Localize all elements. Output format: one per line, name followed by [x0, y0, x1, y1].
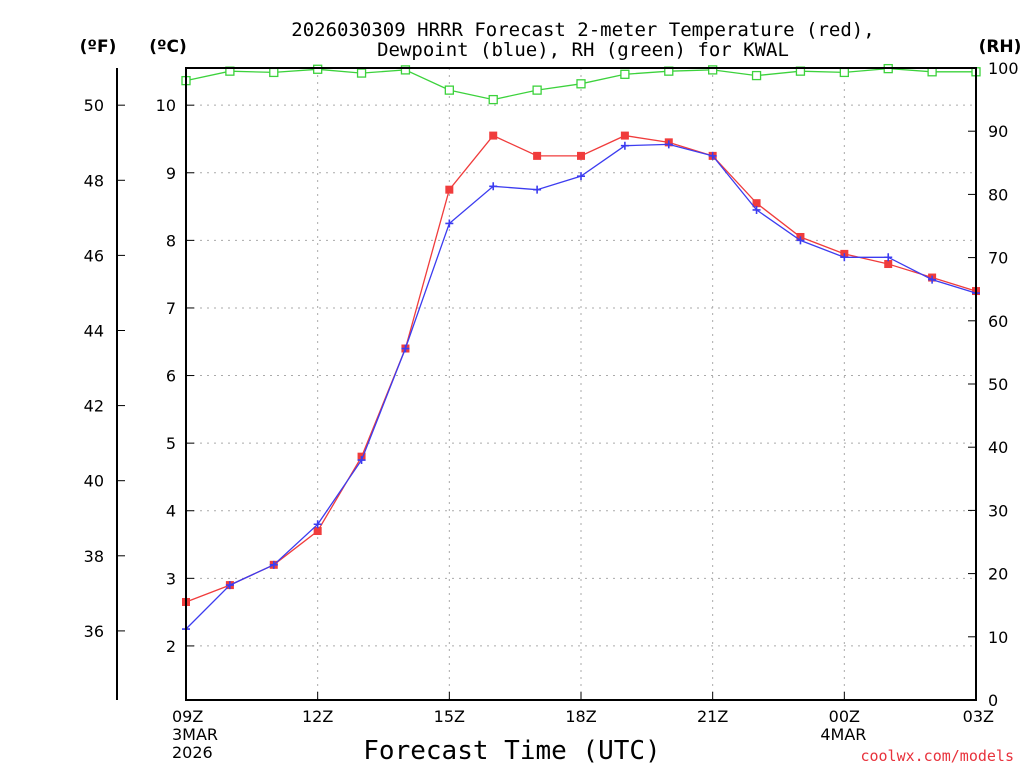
rh-axis: 0 10 20 30 40 50 60 70 80 90 100: [968, 59, 1019, 710]
celsius-tick-label: 5: [166, 434, 176, 453]
rh-tick-label: 80: [988, 185, 1008, 204]
celsius-tick-label: 6: [166, 367, 176, 386]
x-tick-label: 09Z: [172, 707, 203, 726]
rh-point: [751, 70, 762, 81]
chart-title-line1: 2026030309 HRRR Forecast 2-meter Tempera…: [291, 19, 874, 41]
rh-point: [356, 68, 367, 78]
x-tick-year-label: 2026: [172, 743, 213, 762]
temperature-point: [620, 131, 629, 140]
fahrenheit-tick-label: 50: [84, 96, 104, 115]
celsius-tick-label: 3: [166, 569, 176, 588]
rh-tick-label: 70: [988, 249, 1008, 268]
rh-tick-label: 60: [988, 312, 1008, 331]
dewpoint-point: [664, 140, 673, 149]
dewpoint-point: [357, 456, 366, 465]
x-axis-title: Forecast Time (UTC): [363, 736, 660, 766]
rh-point: [400, 65, 411, 75]
rh-point: [576, 79, 586, 89]
rh-point: [444, 85, 454, 95]
rh-tick-label: 0: [988, 691, 998, 710]
rh-tick-label: 20: [988, 565, 1008, 584]
fahrenheit-tick-label: 42: [84, 397, 104, 416]
temperature-point: [533, 151, 542, 160]
dewpoint-point: [796, 236, 805, 245]
rh-point: [488, 94, 498, 105]
dewpoint-point: [884, 253, 893, 262]
chart-title-line2: Dewpoint (blue), RH (green) for KWAL: [377, 39, 789, 61]
dewpoint-point: [533, 185, 542, 194]
x-tick-label: 00Z: [829, 707, 860, 726]
x-tick-label: 03Z: [963, 707, 994, 726]
dewpoint-point: [445, 219, 454, 228]
dewpoint-point: [489, 182, 498, 191]
rh-tick-label: 10: [988, 628, 1008, 647]
dewpoint-point: [708, 151, 717, 160]
temperature-point: [752, 199, 761, 208]
dewpoint-point: [620, 141, 629, 150]
celsius-axis: 2 3 4 5 6 7 8 9 10: [156, 96, 194, 656]
dewpoint-point: [577, 172, 585, 181]
temperature-point: [313, 527, 322, 536]
rh-tick-label: 50: [988, 375, 1008, 394]
dewpoint-point: [269, 560, 278, 569]
celsius-tick-label: 8: [166, 231, 176, 250]
credit-text: coolwx.com/models: [860, 747, 1014, 765]
celsius-tick-label: 7: [166, 299, 176, 318]
rh-tick-label: 40: [988, 438, 1008, 457]
x-tick-date-label: 3MAR: [172, 725, 218, 744]
x-tick-date-label: 4MAR: [820, 725, 866, 744]
fahrenheit-unit-label: (ºF): [80, 37, 117, 57]
rh-point: [532, 85, 542, 95]
dewpoint-point: [928, 275, 937, 284]
plot-frame: [185, 67, 977, 701]
rh-tick-label: 90: [988, 122, 1008, 141]
rh-point: [269, 67, 279, 78]
x-tick-label: 21Z: [697, 707, 728, 726]
x-tick-label: 15Z: [434, 707, 465, 726]
temperature-point: [445, 185, 454, 194]
celsius-unit-label: (ºC): [149, 37, 187, 57]
temperature-point: [577, 151, 585, 160]
series-rh: [181, 63, 981, 105]
celsius-tick-label: 4: [166, 502, 176, 521]
dewpoint-point: [840, 253, 849, 262]
celsius-tick-label: 2: [166, 637, 176, 656]
dewpoint-point: [401, 344, 410, 353]
celsius-tick-label: 10: [156, 96, 176, 115]
dewpoint-point: [752, 205, 761, 214]
fahrenheit-tick-label: 38: [84, 547, 104, 566]
rh-tick-label: 30: [988, 501, 1008, 520]
x-tick-label: 12Z: [302, 707, 333, 726]
series-layer: [181, 63, 981, 634]
fahrenheit-axis: 36 38 40 42 44 46 48 50: [84, 68, 125, 700]
fahrenheit-tick-label: 40: [84, 472, 104, 491]
rh-point: [620, 69, 630, 79]
fahrenheit-tick-label: 46: [84, 246, 104, 265]
dewpoint-point: [313, 520, 322, 529]
rh-tick-label: 100: [988, 59, 1019, 78]
rh-unit-label: (RH): [979, 37, 1022, 57]
fahrenheit-tick-label: 36: [84, 622, 104, 641]
rh-point: [313, 64, 323, 74]
temperature-point: [884, 260, 893, 269]
temperature-point: [489, 131, 498, 140]
rh-point: [839, 67, 849, 78]
rh-point: [708, 65, 718, 75]
celsius-tick-label: 9: [166, 164, 176, 183]
fahrenheit-tick-label: 44: [84, 321, 104, 340]
x-tick-label: 18Z: [565, 707, 596, 726]
dewpoint-point: [225, 581, 234, 590]
fahrenheit-tick-label: 48: [84, 171, 104, 190]
